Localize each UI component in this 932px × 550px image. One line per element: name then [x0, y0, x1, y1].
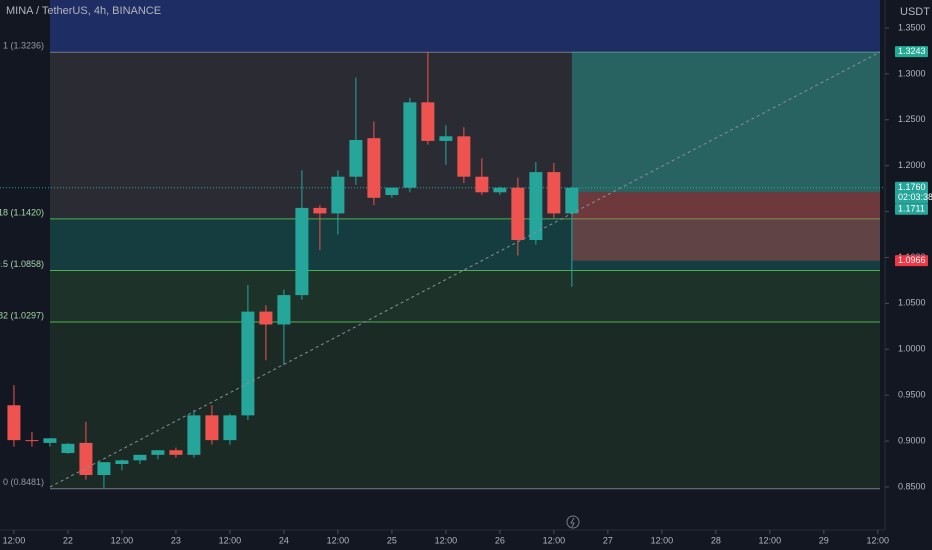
x-tick-label: 12:00 — [435, 535, 458, 545]
fib-zone — [50, 322, 880, 489]
chart-title: MINA / TetherUS, 4h, BINANCE — [6, 5, 161, 17]
x-tick-label: 12:00 — [759, 535, 782, 545]
y-tick-label: 0.9500 — [898, 390, 926, 400]
candle-body — [547, 172, 561, 214]
candle-body — [529, 172, 543, 241]
x-tick-label: 12:00 — [867, 535, 890, 545]
x-tick-label: 26 — [495, 535, 505, 545]
x-tick-label: 24 — [279, 535, 289, 545]
candle-body — [403, 102, 417, 188]
price-tag — [895, 46, 928, 58]
y-tick-label: 1.2000 — [898, 160, 926, 170]
trend-line — [49, 51, 881, 488]
candle-body — [43, 438, 57, 443]
candle-body — [349, 139, 363, 177]
position-box — [0, 51, 885, 261]
candle-body — [61, 443, 75, 453]
fib-level-label: 0.618 (1.1420) — [0, 207, 44, 217]
x-tick-label: 23 — [171, 535, 181, 545]
price-tag — [895, 203, 928, 215]
fib-zone-above — [50, 0, 880, 53]
candle-body — [151, 450, 165, 455]
candle-body — [367, 138, 381, 198]
fib-level-label: 0.382 (1.0297) — [0, 310, 44, 320]
candle-body — [169, 450, 183, 455]
x-tick-label: 12:00 — [327, 535, 350, 545]
axes: 1.35001.30001.25001.20001.15001.10001.05… — [3, 22, 932, 545]
candle-body — [7, 405, 21, 441]
marks — [7, 51, 579, 488]
y-tick-label: 1.3000 — [898, 68, 926, 78]
candle-body — [277, 295, 291, 325]
candle-body — [457, 136, 471, 177]
x-tick-label: 22 — [63, 535, 73, 545]
price-tag-label: 1.0966 — [898, 255, 926, 265]
fib-zone — [50, 270, 880, 323]
candle-body — [493, 187, 507, 193]
fib-level-label: 0.5 (1.0858) — [0, 259, 44, 269]
x-tick-label: 12:00 — [111, 535, 134, 545]
y-tick-label: 1.2500 — [898, 114, 926, 124]
fib-level-label: 0 (0.8481) — [3, 477, 44, 487]
profit-zone — [571, 51, 880, 193]
price-tag-label: 1.3243 — [898, 46, 926, 56]
last-price-tag — [895, 181, 928, 204]
last-price-label: 1.1760 — [898, 182, 926, 192]
x-tick-label: 12:00 — [543, 535, 566, 545]
candle-body — [223, 415, 237, 441]
x-tick-label: 29 — [819, 535, 829, 545]
y-tick-label: 1.3500 — [898, 22, 926, 32]
price-tag-label: 1.1711 — [898, 204, 925, 214]
candle-body — [331, 176, 345, 214]
y-tick-label: 1.0000 — [898, 344, 926, 354]
candle-body — [295, 207, 309, 296]
x-tick-label: 12:00 — [219, 535, 242, 545]
x-tick-label: 12:00 — [651, 535, 674, 545]
loss-zone — [571, 192, 880, 261]
price-tag — [895, 255, 928, 267]
x-tick-label: 27 — [603, 535, 613, 545]
candle-body — [565, 187, 579, 214]
candle-body — [115, 460, 129, 465]
candle-body — [79, 442, 93, 476]
y-tick-label: 0.9000 — [898, 435, 926, 445]
price-scale — [885, 0, 932, 550]
replay-icon[interactable] — [566, 515, 580, 529]
countdown: 02:03:38 — [898, 192, 932, 202]
candle-body — [187, 415, 201, 455]
candle-body — [25, 440, 39, 442]
y-tick-label: 1.0500 — [898, 298, 926, 308]
candle-body — [385, 187, 399, 196]
candle-body — [421, 102, 435, 141]
fib-level-label: 1 (1.3236) — [3, 41, 44, 51]
candle-body — [259, 311, 273, 325]
candle-body — [205, 415, 219, 441]
candle-body — [241, 311, 255, 416]
fib-zone — [50, 218, 880, 271]
candle-body — [97, 462, 111, 476]
x-tick-label: 25 — [387, 535, 397, 545]
candle-body — [313, 207, 327, 214]
candle-body — [511, 187, 525, 241]
fib-bands: 1 (1.3236) 0.618 (1.1420) 0.5 (1.0858) 0.38… — [0, 0, 880, 490]
x-tick-label: 12:00 — [3, 535, 26, 545]
candle-body — [439, 136, 453, 141]
fib-zone — [50, 52, 880, 219]
y-tick-label: 0.8500 — [898, 481, 926, 491]
x-tick-label: 28 — [711, 535, 721, 545]
candle-body — [133, 454, 147, 461]
candle-body — [475, 176, 489, 193]
currency-label: USDT — [900, 6, 930, 18]
